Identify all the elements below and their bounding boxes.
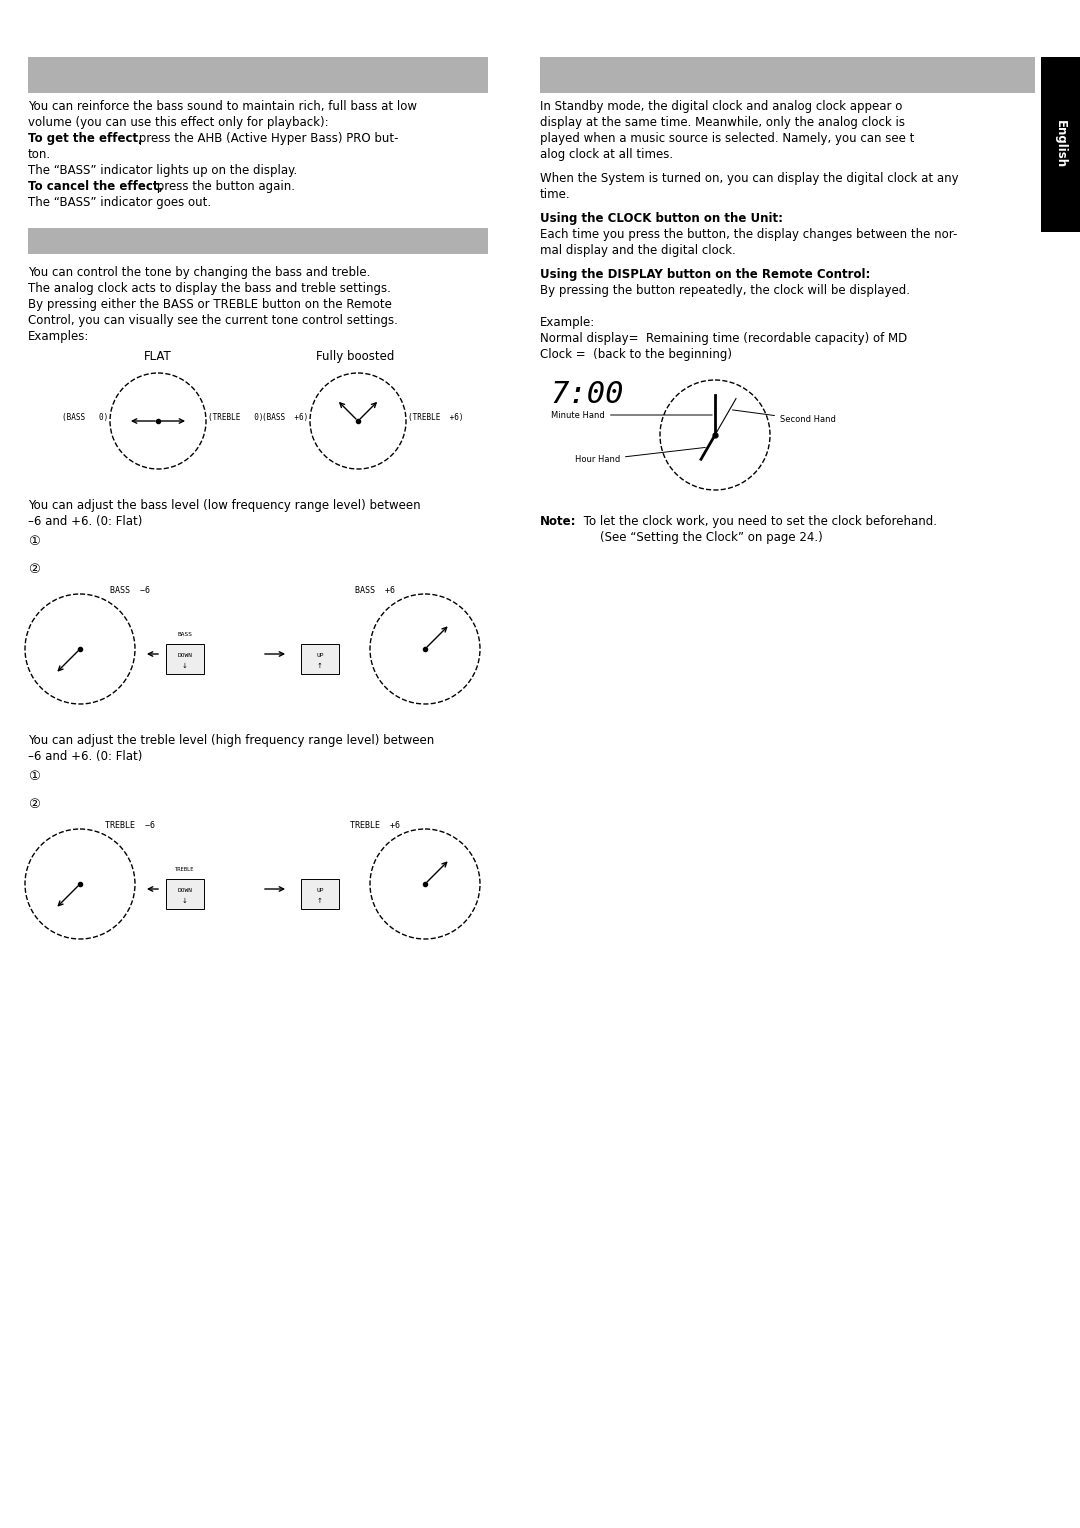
Text: Each time you press the button, the display changes between the nor-: Each time you press the button, the disp… bbox=[540, 228, 957, 241]
Text: –6 and +6. (0: Flat): –6 and +6. (0: Flat) bbox=[28, 515, 143, 529]
Text: press the button again.: press the button again. bbox=[153, 180, 295, 193]
Text: UP: UP bbox=[316, 888, 324, 892]
Text: Fully boosted: Fully boosted bbox=[315, 350, 394, 364]
Text: You can adjust the treble level (high frequency range level) between: You can adjust the treble level (high fr… bbox=[28, 733, 434, 747]
Text: Examples:: Examples: bbox=[28, 330, 90, 342]
Text: (See “Setting the Clock” on page 24.): (See “Setting the Clock” on page 24.) bbox=[600, 532, 823, 544]
Text: You can control the tone by changing the bass and treble.: You can control the tone by changing the… bbox=[28, 266, 370, 280]
Text: To get the effect,: To get the effect, bbox=[28, 131, 143, 145]
Text: Minute Hand: Minute Hand bbox=[551, 411, 712, 420]
Text: Hour Hand: Hour Hand bbox=[575, 448, 705, 465]
Bar bbox=[301, 643, 339, 674]
Text: Using the DISPLAY button on the Remote Control:: Using the DISPLAY button on the Remote C… bbox=[540, 267, 870, 281]
Text: time.: time. bbox=[540, 188, 570, 202]
Text: FLAT: FLAT bbox=[144, 350, 172, 364]
Text: ①: ① bbox=[28, 770, 40, 782]
Text: (TREBLE  +6): (TREBLE +6) bbox=[408, 413, 463, 422]
Text: BASS: BASS bbox=[177, 633, 192, 637]
Bar bbox=[166, 879, 204, 909]
Bar bbox=[28, 57, 488, 93]
Text: To cancel the effect,: To cancel the effect, bbox=[28, 180, 163, 193]
Text: TREBLE  +6: TREBLE +6 bbox=[350, 821, 400, 830]
Text: Control, you can visually see the current tone control settings.: Control, you can visually see the curren… bbox=[28, 313, 397, 327]
Text: ↑: ↑ bbox=[318, 898, 323, 905]
Text: ton.: ton. bbox=[28, 148, 51, 160]
Text: (BASS   0): (BASS 0) bbox=[62, 413, 108, 422]
Text: You can reinforce the bass sound to maintain rich, full bass at low: You can reinforce the bass sound to main… bbox=[28, 99, 417, 113]
Text: 7:00: 7:00 bbox=[550, 380, 623, 410]
Text: ②: ② bbox=[28, 798, 40, 811]
Bar bbox=[166, 643, 204, 674]
Text: UP: UP bbox=[316, 652, 324, 659]
Text: The analog clock acts to display the bass and treble settings.: The analog clock acts to display the bas… bbox=[28, 283, 391, 295]
Text: You can adjust the bass level (low frequency range level) between: You can adjust the bass level (low frequ… bbox=[28, 500, 420, 512]
Text: volume (you can use this effect only for playback):: volume (you can use this effect only for… bbox=[28, 116, 328, 128]
Text: English: English bbox=[1053, 119, 1067, 168]
Text: To let the clock work, you need to set the clock beforehand.: To let the clock work, you need to set t… bbox=[580, 515, 937, 529]
Text: press the AHB (Active Hyper Bass) PRO but-: press the AHB (Active Hyper Bass) PRO bu… bbox=[135, 131, 399, 145]
Text: played when a music source is selected. Namely, you can see t: played when a music source is selected. … bbox=[540, 131, 915, 145]
Text: BASS  +6: BASS +6 bbox=[355, 587, 395, 594]
Text: ↓: ↓ bbox=[183, 663, 188, 669]
Text: Clock =  (back to the beginning): Clock = (back to the beginning) bbox=[540, 348, 732, 361]
Text: ①: ① bbox=[28, 535, 40, 549]
Text: By pressing the button repeatedly, the clock will be displayed.: By pressing the button repeatedly, the c… bbox=[540, 284, 910, 296]
Text: Using the CLOCK button on the Unit:: Using the CLOCK button on the Unit: bbox=[540, 212, 783, 225]
Text: ↑: ↑ bbox=[318, 663, 323, 669]
Bar bbox=[28, 228, 488, 254]
Text: (BASS  +6): (BASS +6) bbox=[261, 413, 308, 422]
Text: The “BASS” indicator goes out.: The “BASS” indicator goes out. bbox=[28, 196, 211, 209]
Bar bbox=[301, 879, 339, 909]
Text: The “BASS” indicator lights up on the display.: The “BASS” indicator lights up on the di… bbox=[28, 163, 297, 177]
Text: TREBLE  −6: TREBLE −6 bbox=[105, 821, 156, 830]
Text: ②: ② bbox=[28, 562, 40, 576]
Text: Normal display=  Remaining time (recordable capacity) of MD: Normal display= Remaining time (recordab… bbox=[540, 332, 907, 345]
Text: When the System is turned on, you can display the digital clock at any: When the System is turned on, you can di… bbox=[540, 173, 959, 185]
Text: display at the same time. Meanwhile, only the analog clock is: display at the same time. Meanwhile, onl… bbox=[540, 116, 905, 128]
Text: In Standby mode, the digital clock and analog clock appear o: In Standby mode, the digital clock and a… bbox=[540, 99, 903, 113]
Bar bbox=[1041, 57, 1080, 232]
Text: DOWN: DOWN bbox=[177, 652, 192, 659]
Text: Second Hand: Second Hand bbox=[732, 410, 836, 425]
Text: By pressing either the BASS or TREBLE button on the Remote: By pressing either the BASS or TREBLE bu… bbox=[28, 298, 392, 312]
Text: Note:: Note: bbox=[540, 515, 577, 529]
Text: ↓: ↓ bbox=[183, 898, 188, 905]
Text: alog clock at all times.: alog clock at all times. bbox=[540, 148, 673, 160]
Text: mal display and the digital clock.: mal display and the digital clock. bbox=[540, 244, 735, 257]
Text: DOWN: DOWN bbox=[177, 888, 192, 892]
Text: Example:: Example: bbox=[540, 316, 595, 329]
Text: TREBLE: TREBLE bbox=[175, 866, 194, 872]
Bar bbox=[540, 57, 1035, 93]
Text: –6 and +6. (0: Flat): –6 and +6. (0: Flat) bbox=[28, 750, 143, 762]
Text: (TREBLE   0): (TREBLE 0) bbox=[208, 413, 264, 422]
Text: BASS  −6: BASS −6 bbox=[110, 587, 150, 594]
